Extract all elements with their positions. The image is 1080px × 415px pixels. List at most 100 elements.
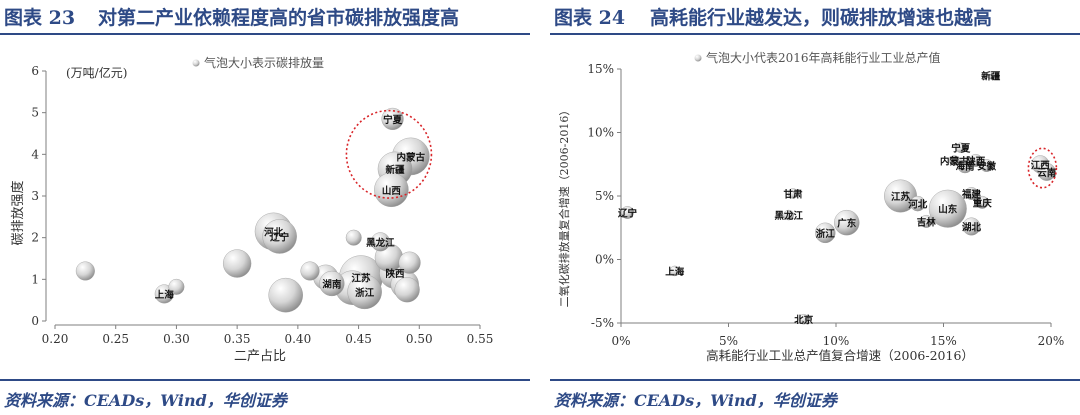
x-tick-label: 0.45 (345, 332, 372, 346)
x-tick-label: 0.55 (467, 332, 494, 346)
bubble-label: 新疆 (981, 70, 1001, 82)
highlight-ellipse (345, 109, 433, 199)
figure-24-bubble-chart: -5% 0% 5% 10% 15% 0% 5% 10% 15% 20% 高耗能行业工业总产值复合增速… (557, 50, 1065, 363)
bubble-label: 上海 (665, 266, 685, 278)
bubble-label: 广东 (837, 218, 857, 230)
y-axis-title: 碳排放强度 (10, 180, 26, 245)
figure-23-label: 图表 23 (4, 7, 76, 29)
bubble (955, 142, 966, 153)
bubble (910, 195, 926, 212)
bubble (222, 249, 252, 278)
bubble-label: 福建 (961, 188, 982, 200)
figure-23-bubble-chart: 0 1 2 3 4 5 6 0.20 0.25 0.30 0.35 0.40 0.45 0.50 0.55 二… (10, 55, 494, 364)
bubble-label: 山西 (382, 185, 402, 197)
bubble-label: 江苏 (891, 191, 911, 203)
bubble (787, 188, 799, 199)
bubble (347, 274, 382, 310)
bubble (268, 277, 303, 313)
bubble-label: 宁夏 (383, 114, 403, 126)
x-tick-label: 0% (611, 334, 630, 348)
bubble (75, 261, 95, 281)
bubble-label: 内蒙古 (397, 151, 426, 163)
x-tick-label: 15% (930, 334, 957, 348)
bubble (370, 232, 390, 252)
bubble-label: 宁夏 (951, 143, 971, 155)
y-tick-label: 5% (595, 189, 614, 203)
y-tick-label: 2 (31, 231, 39, 245)
x-tick-label: 0.20 (42, 332, 69, 346)
bubble-label: 陕西 (966, 155, 986, 167)
bubble (394, 277, 420, 303)
y-axis-title: 二氧化碳排放量复合增速（2006-2016） (557, 105, 571, 308)
y-tick-label: 15% (587, 62, 614, 76)
bubble-label: 湖北 (962, 221, 982, 233)
bubble-label: 黑龙江 (774, 210, 803, 222)
bubble (798, 313, 809, 325)
figure-24-panel: 图表 24 高耗能行业越发达，则碳排放增速也越高 -5% 0% 5% 10% 15% 0%… (550, 0, 1080, 415)
y-tick-label: 0% (595, 253, 614, 267)
bubble-label: 上海 (155, 289, 175, 301)
bubble (398, 251, 421, 274)
x-axis-title: 二产占比 (234, 349, 286, 364)
bubble-label: 辽宁 (270, 231, 290, 243)
bubble-label: 浙江 (816, 228, 836, 240)
bubble (962, 217, 981, 236)
y-tick-label: 5 (31, 106, 39, 120)
figure-24-title-bar: 图表 24 高耗能行业越发达，则碳排放增速也越高 (550, 0, 1080, 35)
bubble-label: 内蒙古 (940, 155, 969, 167)
bubble (928, 189, 967, 228)
bubble (980, 159, 993, 172)
figure-23-panel: 图表 23 对第二产业依赖程度高的省市碳排放强度高 0 1 2 3 4 5 6 0.20 0.2… (0, 0, 530, 415)
legend-bubble-icon (192, 59, 200, 67)
bubble-label: 河北 (264, 226, 284, 238)
bubble-label: 浙江 (355, 287, 375, 299)
bubble-label: 湖南 (322, 279, 342, 291)
bubble (986, 71, 995, 80)
x-tick-label: 20% (1038, 334, 1065, 348)
x-tick-label: 5% (719, 334, 738, 348)
bubble-label: 辽宁 (618, 208, 638, 220)
x-tick-label: 0.25 (102, 332, 129, 346)
bubble (669, 265, 680, 277)
figure-23-title: 对第二产业依赖程度高的省市碳排放强度高 (98, 7, 460, 29)
figure-24-source-text: 资料来源：CEADs，Wind，华创证券 (554, 391, 837, 410)
legend-text: 气泡大小表示碳排放量 (204, 55, 324, 70)
unit-label: (万吨/亿元) (66, 65, 127, 80)
figure-24-source: 资料来源：CEADs，Wind，华创证券 (550, 379, 1080, 415)
figure-24-title: 高耗能行业越发达，则碳排放增速也越高 (650, 7, 993, 29)
bubble-label: 陕西 (385, 268, 405, 280)
bubble-label: 甘肃 (783, 188, 803, 200)
bubble (919, 214, 933, 228)
bubble (1037, 162, 1056, 181)
bubble-label: 吉林 (917, 216, 937, 228)
x-tick-label: 0.30 (163, 332, 190, 346)
bubble (783, 209, 794, 221)
bubble (620, 206, 634, 219)
bubble-label: 山东 (938, 204, 958, 216)
x-axis-title: 高耗能行业工业总产值复合增速（2006-2016） (706, 348, 974, 363)
bubble-label: 江西 (1031, 159, 1051, 171)
bubble-label: 北京 (794, 314, 814, 326)
bubble (300, 261, 320, 281)
bubble (949, 155, 960, 166)
bubble (345, 229, 362, 246)
y-tick-label: 10% (587, 126, 614, 140)
y-tick-label: 1 (31, 272, 39, 286)
legend-bubble-icon (694, 54, 702, 62)
bubble-label: 新疆 (385, 164, 405, 176)
bubble (815, 222, 836, 244)
bubble (381, 107, 404, 130)
y-tick-label: -5% (591, 316, 614, 330)
bubble-label: 安徽 (977, 161, 997, 173)
bubble (834, 209, 860, 236)
bubble (319, 270, 345, 297)
y-tick-label: 6 (31, 64, 39, 78)
bubble-label: 河北 (908, 199, 928, 211)
bubble-label: 海南 (955, 161, 975, 173)
bubble (969, 153, 983, 167)
bubble (168, 278, 185, 295)
bubble-label: 重庆 (973, 197, 993, 209)
bubble (262, 219, 297, 254)
bubble (965, 187, 978, 200)
bubble-label: 江苏 (351, 272, 371, 284)
